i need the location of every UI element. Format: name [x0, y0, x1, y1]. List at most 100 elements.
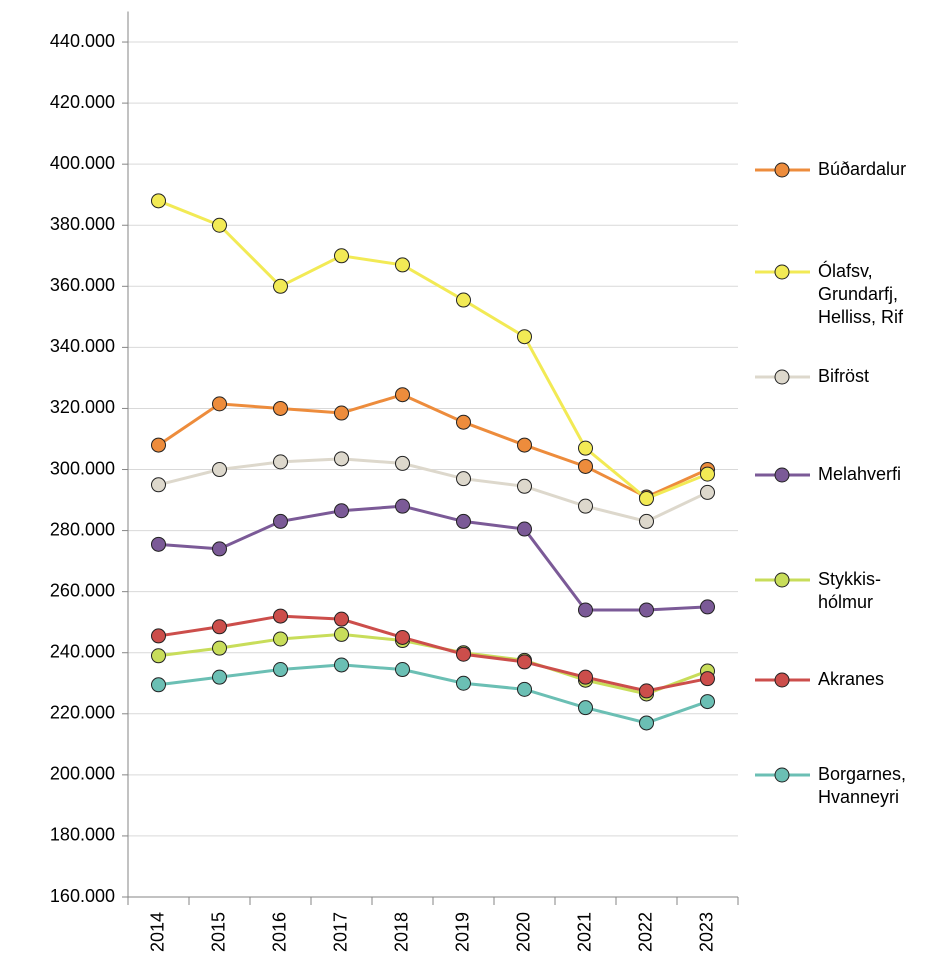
legend-label: Akranes: [818, 669, 885, 689]
x-tick-label: 2016: [269, 912, 289, 952]
data-point: [517, 521, 532, 537]
data-point: [212, 619, 227, 635]
y-tick-label: 260.000: [50, 580, 115, 600]
legend-marker: [774, 162, 790, 178]
y-tick-label: 200.000: [50, 764, 115, 784]
data-point: [700, 466, 715, 482]
x-tick-label: 2018: [391, 912, 411, 952]
series-line: [157, 199, 709, 501]
series-line: [157, 393, 709, 499]
data-point: [456, 513, 471, 529]
data-point: [578, 700, 593, 716]
data-point: [151, 193, 166, 209]
series-line: [158, 504, 708, 612]
y-tick-label: 220.000: [50, 703, 115, 723]
data-point: [151, 677, 166, 693]
data-point: [700, 694, 715, 710]
legend-marker: [774, 467, 790, 483]
data-point: [273, 513, 288, 529]
data-point: [395, 498, 410, 514]
y-tick-label: 160.000: [50, 886, 115, 906]
y-tick-label: 440.000: [50, 31, 115, 51]
legend-marker: [774, 572, 790, 588]
data-point: [517, 681, 532, 697]
x-tick-label: 2015: [208, 912, 228, 952]
data-point: [273, 631, 288, 647]
data-point: [273, 608, 288, 624]
legend-label: Ólafsv, Grundarfj, Helliss, Rif: [818, 261, 904, 327]
legend-marker: [774, 767, 790, 783]
data-point: [456, 292, 471, 308]
legend-label: Borgarnes, Hvanneyri: [818, 764, 907, 807]
x-tick-label: 2021: [574, 912, 594, 952]
legend-marker: [774, 672, 790, 688]
data-point: [273, 662, 288, 678]
y-tick-label: 320.000: [50, 397, 115, 417]
data-point: [212, 462, 227, 478]
data-point: [639, 602, 654, 618]
y-tick-label: 420.000: [50, 92, 115, 112]
legend-marker: [774, 264, 790, 280]
x-tick-label: 2017: [330, 912, 350, 952]
data-point: [212, 669, 227, 685]
data-point: [578, 458, 593, 474]
y-tick-label: 280.000: [50, 519, 115, 539]
series-line: [158, 614, 708, 693]
y-tick-label: 240.000: [50, 641, 115, 661]
data-point: [639, 683, 654, 699]
x-tick-label: 2014: [147, 912, 167, 952]
data-point: [334, 248, 349, 264]
data-point: [517, 654, 532, 670]
data-point: [395, 257, 410, 273]
data-point: [212, 541, 227, 557]
data-point: [456, 646, 471, 662]
data-point: [151, 648, 166, 664]
legend-label: Stykkis-hólmur: [818, 569, 881, 612]
x-tick-label: 2022: [635, 912, 655, 952]
data-point: [700, 599, 715, 615]
series-line: [158, 663, 708, 725]
data-point: [639, 491, 654, 507]
series-line: [158, 457, 709, 524]
data-point: [456, 675, 471, 691]
data-point: [212, 396, 227, 412]
data-point: [639, 513, 654, 529]
data-point: [334, 405, 349, 421]
data-point: [273, 400, 288, 416]
data-point: [334, 503, 349, 519]
y-tick-label: 300.000: [50, 458, 115, 478]
data-point: [700, 671, 715, 687]
data-point: [456, 471, 471, 487]
x-tick-label: 2023: [696, 912, 716, 952]
data-point: [334, 657, 349, 673]
y-tick-label: 180.000: [50, 825, 115, 845]
data-point: [395, 662, 410, 678]
data-point: [700, 484, 715, 500]
data-point: [517, 437, 532, 453]
data-point: [578, 440, 593, 456]
data-point: [212, 640, 227, 656]
data-point: [639, 715, 654, 731]
data-point: [151, 477, 166, 493]
x-tick-label: 2020: [513, 912, 533, 952]
data-point: [578, 669, 593, 685]
x-tick-label: 2019: [452, 912, 472, 952]
legend-marker: [774, 369, 790, 385]
y-tick-label: 340.000: [50, 336, 115, 356]
data-point: [273, 278, 288, 294]
y-tick-label: 400.000: [50, 153, 115, 173]
legend-label: Búðardalur: [818, 159, 907, 179]
data-point: [578, 498, 593, 514]
data-point: [151, 628, 166, 644]
y-tick-label: 360.000: [50, 275, 115, 295]
data-point: [517, 478, 532, 494]
data-point: [517, 329, 532, 345]
data-point: [212, 217, 227, 233]
data-point: [578, 602, 593, 618]
data-point: [334, 451, 349, 467]
data-point: [334, 611, 349, 627]
legend-label: Melahverfi: [818, 464, 902, 484]
y-tick-label: 380.000: [50, 214, 115, 234]
